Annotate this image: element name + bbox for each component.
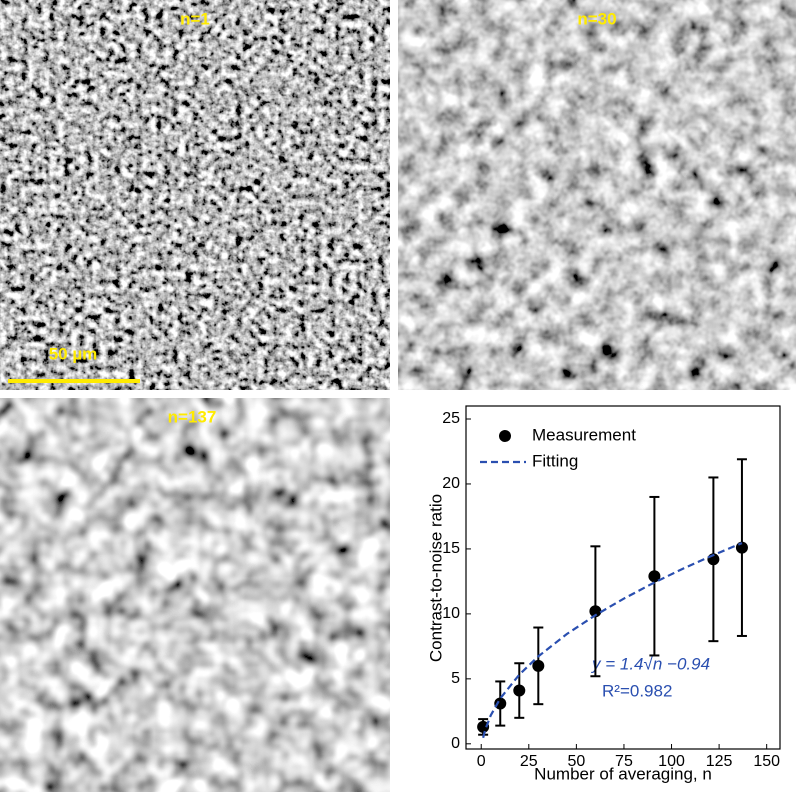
plot-frame xyxy=(465,405,781,750)
image-n1 xyxy=(0,0,390,390)
data-point xyxy=(589,605,602,618)
y-tick-label: 25 xyxy=(442,410,460,427)
panel-label: n=30 xyxy=(577,9,616,28)
fit-line xyxy=(482,542,743,739)
x-tick-label: 100 xyxy=(658,753,685,770)
y-tick-label: 20 xyxy=(442,475,460,492)
r-squared: R²=0.982 xyxy=(602,681,672,700)
y-tick-label: 5 xyxy=(451,670,460,687)
x-tick-label: 0 xyxy=(477,753,486,770)
x-tick-label: 50 xyxy=(567,753,585,770)
scale-bar-label: 50 µm xyxy=(49,344,98,363)
legend-marker xyxy=(499,430,511,442)
x-axis-label: Number of averaging, n xyxy=(534,764,712,783)
image-n137 xyxy=(0,398,390,792)
data-point xyxy=(477,720,490,733)
data-point xyxy=(494,697,507,710)
y-tick-label: 0 xyxy=(451,735,460,752)
y-tick-label: 15 xyxy=(442,540,460,557)
data-point xyxy=(513,684,526,697)
data-point xyxy=(532,659,545,672)
x-tick-label: 75 xyxy=(615,753,633,770)
data-point xyxy=(648,570,661,583)
panel-label: n=1 xyxy=(180,9,210,28)
chart: Contrast-to-noise ratio Number of averag… xyxy=(426,405,781,783)
y-axis-label: Contrast-to-noise ratio xyxy=(426,494,445,662)
y-tick-label: 10 xyxy=(442,605,460,622)
equation: y = 1.4√n −0.94 xyxy=(591,654,710,673)
image-n30 xyxy=(398,0,796,390)
legend-label: Measurement xyxy=(532,425,636,444)
x-tick-label: 125 xyxy=(706,753,733,770)
legend-label: Fitting xyxy=(532,451,578,470)
x-tick-label: 150 xyxy=(753,753,780,770)
x-tick-label: 25 xyxy=(520,753,538,770)
panel-label: n=137 xyxy=(168,407,217,426)
